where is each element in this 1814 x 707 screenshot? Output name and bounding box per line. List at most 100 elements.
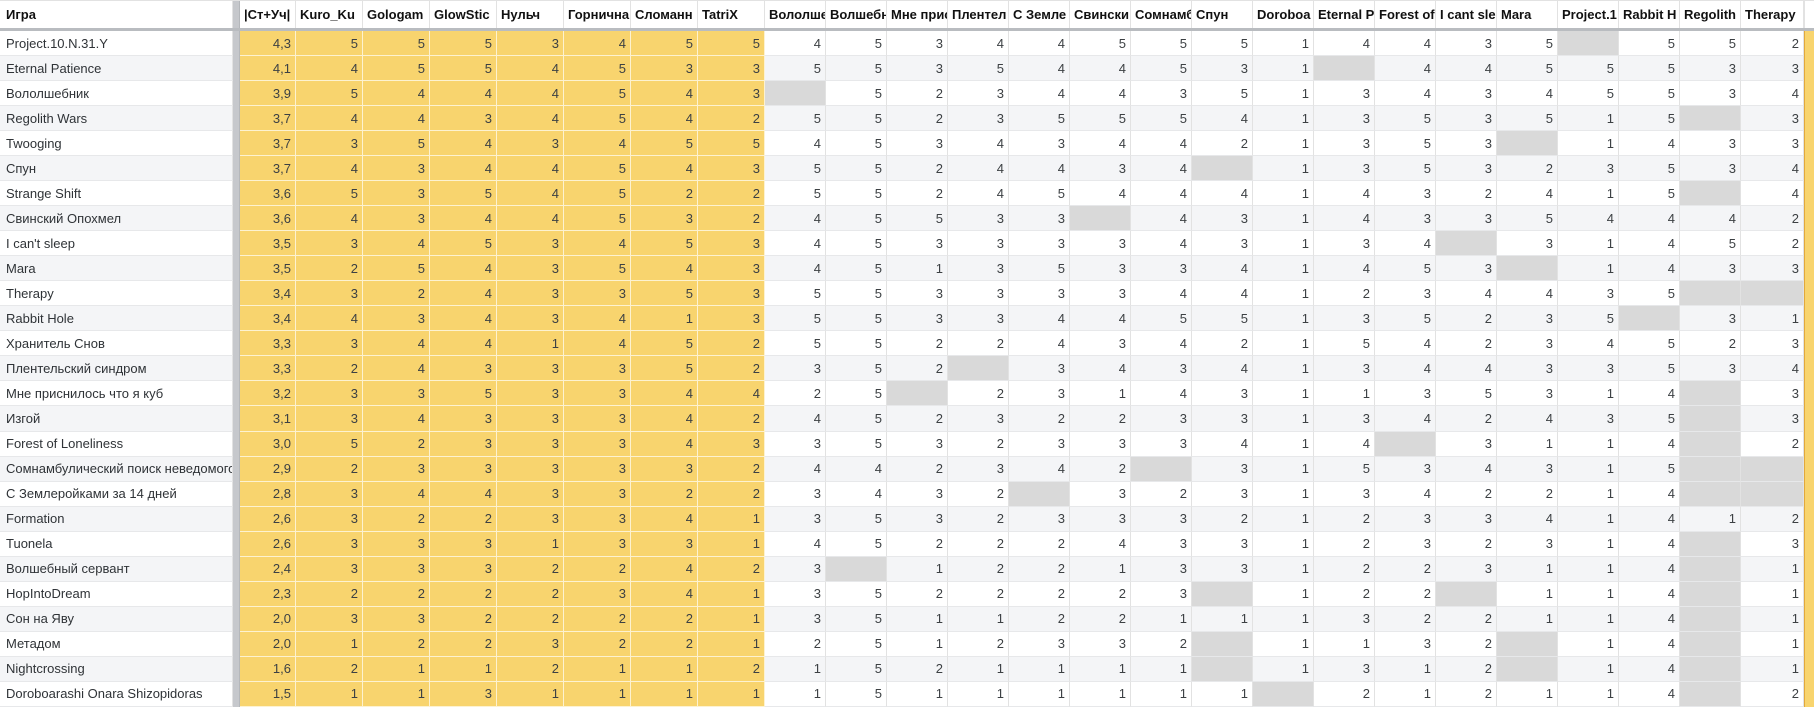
empty-rating-cell[interactable]	[1680, 481, 1741, 507]
rating-cell[interactable]: 3	[1070, 431, 1131, 457]
rating-cell[interactable]: 3	[1436, 256, 1497, 282]
rating-cell[interactable]: 5	[631, 31, 698, 57]
column-header[interactable]: Forest of	[1375, 1, 1436, 28]
empty-rating-cell[interactable]	[1680, 581, 1741, 607]
rating-cell[interactable]: 2	[430, 581, 497, 607]
rating-cell[interactable]: 5	[1131, 56, 1192, 82]
rating-cell[interactable]: 2	[296, 456, 363, 482]
rating-cell[interactable]: 2	[1436, 481, 1497, 507]
rating-cell[interactable]: 3	[497, 456, 564, 482]
rating-cell[interactable]: 3	[765, 556, 826, 582]
rating-cell[interactable]: 3	[1314, 656, 1375, 682]
rating-cell[interactable]: 2	[887, 456, 948, 482]
rating-cell[interactable]: 5	[1131, 306, 1192, 332]
rating-cell[interactable]: 5	[1619, 456, 1680, 482]
empty-rating-cell[interactable]	[1680, 681, 1741, 707]
rating-cell[interactable]: 4	[1070, 131, 1131, 157]
rating-cell[interactable]: 5	[887, 206, 948, 232]
rating-cell[interactable]: 2	[887, 406, 948, 432]
rating-cell[interactable]: 3	[765, 581, 826, 607]
rating-cell[interactable]: 5	[826, 56, 887, 82]
rating-cell[interactable]: 5	[1070, 106, 1131, 132]
avg-score-cell[interactable]: 3,4	[240, 281, 296, 307]
rating-cell[interactable]: 5	[826, 306, 887, 332]
rating-cell[interactable]: 1	[1558, 231, 1619, 257]
rating-cell[interactable]: 5	[1436, 381, 1497, 407]
rating-cell[interactable]: 5	[430, 181, 497, 207]
rating-cell[interactable]: 4	[1619, 681, 1680, 707]
rating-cell[interactable]: 2	[1192, 331, 1253, 357]
column-header[interactable]: |Ст+Уч|	[240, 1, 296, 28]
rating-cell[interactable]: 3	[1497, 356, 1558, 382]
rating-cell[interactable]: 1	[698, 681, 765, 707]
column-header[interactable]: Волшебн	[826, 1, 887, 28]
rating-cell[interactable]: 4	[1314, 431, 1375, 457]
rating-cell[interactable]: 5	[765, 56, 826, 82]
rating-cell[interactable]: 3	[698, 256, 765, 282]
rating-cell[interactable]: 5	[1619, 81, 1680, 107]
empty-rating-cell[interactable]	[1680, 606, 1741, 632]
rating-cell[interactable]: 3	[948, 281, 1009, 307]
column-header[interactable]: Горнична	[564, 1, 631, 28]
rating-cell[interactable]: 4	[296, 56, 363, 82]
rating-cell[interactable]: 5	[1619, 156, 1680, 182]
rating-cell[interactable]: 3	[296, 531, 363, 557]
column-header[interactable]: Свински	[1070, 1, 1131, 28]
rating-cell[interactable]: 1	[497, 681, 564, 707]
rating-cell[interactable]: 4	[296, 206, 363, 232]
rating-cell[interactable]: 2	[1314, 506, 1375, 532]
rating-cell[interactable]: 1	[887, 556, 948, 582]
rating-cell[interactable]: 1	[1741, 606, 1804, 632]
empty-rating-cell[interactable]	[1680, 556, 1741, 582]
rating-cell[interactable]: 1	[1253, 381, 1314, 407]
rating-cell[interactable]: 4	[1619, 556, 1680, 582]
rating-cell[interactable]: 2	[1192, 131, 1253, 157]
rating-cell[interactable]: 3	[430, 356, 497, 382]
empty-rating-cell[interactable]	[1680, 456, 1741, 482]
rating-cell[interactable]: 4	[1375, 356, 1436, 382]
rating-cell[interactable]: 3	[1497, 456, 1558, 482]
rating-cell[interactable]: 3	[564, 381, 631, 407]
rating-cell[interactable]: 5	[631, 131, 698, 157]
rating-cell[interactable]: 2	[1375, 606, 1436, 632]
rating-cell[interactable]: 3	[430, 456, 497, 482]
rating-cell[interactable]: 5	[1009, 106, 1070, 132]
rating-cell[interactable]: 1	[296, 631, 363, 657]
rating-cell[interactable]: 5	[826, 106, 887, 132]
avg-score-cell[interactable]: 2,6	[240, 531, 296, 557]
rating-cell[interactable]: 1	[1558, 131, 1619, 157]
rating-cell[interactable]: 3	[564, 506, 631, 532]
rating-cell[interactable]: 3	[1680, 356, 1741, 382]
rating-cell[interactable]: 5	[826, 381, 887, 407]
rating-cell[interactable]: 3	[1741, 531, 1804, 557]
game-name-cell[interactable]: Therapy	[0, 281, 233, 307]
rating-cell[interactable]: 4	[564, 331, 631, 357]
rating-cell[interactable]: 3	[430, 406, 497, 432]
rating-cell[interactable]: 2	[1375, 556, 1436, 582]
rating-cell[interactable]: 2	[1070, 606, 1131, 632]
rating-cell[interactable]: 1	[1375, 681, 1436, 707]
rating-cell[interactable]: 5	[1375, 256, 1436, 282]
rating-cell[interactable]: 3	[1741, 106, 1804, 132]
rating-cell[interactable]: 3	[1375, 456, 1436, 482]
rating-cell[interactable]: 3	[1070, 281, 1131, 307]
rating-cell[interactable]: 4	[1009, 56, 1070, 82]
rating-cell[interactable]: 3	[497, 256, 564, 282]
rating-cell[interactable]: 4	[631, 581, 698, 607]
rating-cell[interactable]: 4	[765, 456, 826, 482]
rating-cell[interactable]: 4	[765, 256, 826, 282]
rating-cell[interactable]: 3	[430, 556, 497, 582]
rating-cell[interactable]: 2	[430, 606, 497, 632]
rating-cell[interactable]: 3	[1070, 256, 1131, 282]
avg-score-cell[interactable]: 2,0	[240, 606, 296, 632]
rating-cell[interactable]: 3	[564, 281, 631, 307]
rating-cell[interactable]: 4	[1497, 181, 1558, 207]
empty-rating-cell[interactable]	[1619, 306, 1680, 332]
rating-cell[interactable]: 3	[1497, 331, 1558, 357]
column-header-game[interactable]: Игра	[0, 1, 233, 28]
rating-cell[interactable]: 5	[430, 381, 497, 407]
rating-cell[interactable]: 3	[497, 631, 564, 657]
rating-cell[interactable]: 1	[1253, 506, 1314, 532]
rating-cell[interactable]: 5	[826, 656, 887, 682]
rating-cell[interactable]: 3	[1131, 81, 1192, 107]
